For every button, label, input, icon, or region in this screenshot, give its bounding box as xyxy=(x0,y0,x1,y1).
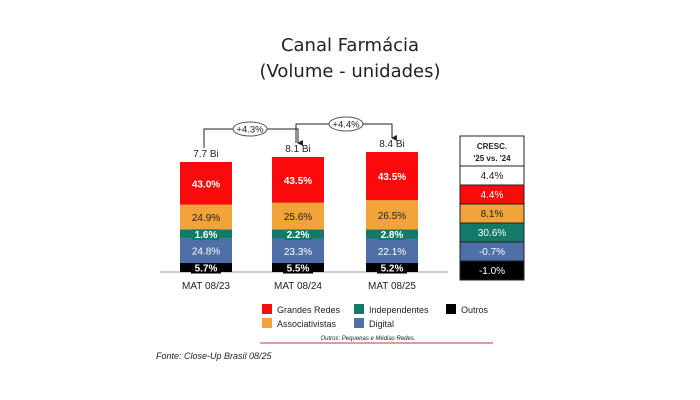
legend-swatch xyxy=(446,304,456,314)
bar-total-label: 7.7 Bi xyxy=(193,149,219,160)
growth-table-header xyxy=(459,135,525,171)
data-label: 5.5% xyxy=(287,264,310,275)
bar-segment-associativistas xyxy=(272,202,324,230)
growth-table-row xyxy=(459,260,525,281)
x-tick-label: MAT 08/23 xyxy=(182,281,230,292)
data-label: 22.1% xyxy=(378,247,406,258)
legend-label: Digital xyxy=(369,319,394,329)
bar-segment-associativistas xyxy=(180,204,232,230)
growth-table-header-line1: CRESC. xyxy=(477,142,507,151)
data-label-box xyxy=(192,227,220,240)
growth-table-value: 4.4% xyxy=(481,190,504,201)
legend-swatch xyxy=(262,318,272,328)
legend-label: Associativistas xyxy=(277,319,337,329)
legend-label: Outros xyxy=(461,305,489,315)
data-label: 2.8% xyxy=(381,230,404,241)
legend-note: Outros: Pequenas e Médias Redes. xyxy=(320,336,415,342)
data-label: 5.2% xyxy=(381,264,404,275)
bar-segment-grandes-redes xyxy=(272,157,324,203)
growth-label: +4.3% xyxy=(236,125,264,136)
data-label: 26.5% xyxy=(378,211,406,222)
growth-table-value: -0.7% xyxy=(479,247,505,258)
data-label: 43.0% xyxy=(192,179,220,190)
bar-segment-digital xyxy=(272,238,324,263)
x-tick-label: MAT 08/24 xyxy=(274,281,322,292)
source-note: Fonte: Close-Up Brasil 08/25 xyxy=(156,351,272,361)
bar-total-label: 8.4 Bi xyxy=(379,139,405,150)
legend-label: Grandes Redes xyxy=(277,305,341,315)
data-label-box xyxy=(191,261,221,274)
legend-label: Independentes xyxy=(369,305,429,315)
bar-segment-digital xyxy=(180,238,232,263)
growth-badge xyxy=(328,116,364,132)
data-label: 23.3% xyxy=(284,247,312,258)
data-label-box xyxy=(284,228,312,241)
data-label: 2.2% xyxy=(287,230,310,241)
growth-badge xyxy=(232,121,268,137)
growth-table-header-line2: '25 vs. '24 xyxy=(473,154,511,163)
bar-segment-associativistas xyxy=(366,200,418,230)
legend-swatch xyxy=(262,304,272,314)
growth-table-value: 8.1% xyxy=(481,209,504,220)
bar-segment-grandes-redes xyxy=(366,152,418,201)
data-label: 25.6% xyxy=(284,212,312,223)
growth-table-value: -1.0% xyxy=(479,266,505,277)
data-label: 5.7% xyxy=(195,264,218,275)
data-label: 24.9% xyxy=(192,213,220,224)
bar-segment-digital xyxy=(366,238,418,263)
data-label: 43.5% xyxy=(284,176,312,187)
data-label-box xyxy=(377,261,407,274)
data-label: 43.5% xyxy=(378,172,406,183)
growth-table-value: 30.6% xyxy=(478,228,506,239)
growth-label: +4.4% xyxy=(332,120,360,131)
data-label-box xyxy=(378,228,406,241)
chart-title: Canal Farmácia xyxy=(280,35,420,56)
legend-swatch xyxy=(354,304,364,314)
chart-subtitle: (Volume - unidades) xyxy=(259,61,441,82)
legend-swatch xyxy=(354,318,364,328)
growth-table-value: 4.4% xyxy=(481,171,504,182)
bar-segment-grandes-redes xyxy=(180,162,232,205)
data-label-box xyxy=(283,261,313,274)
data-label: 1.6% xyxy=(195,230,218,241)
bar-total-label: 8.1 Bi xyxy=(285,144,311,155)
x-tick-label: MAT 08/25 xyxy=(368,281,416,292)
data-label: 24.8% xyxy=(192,247,220,258)
